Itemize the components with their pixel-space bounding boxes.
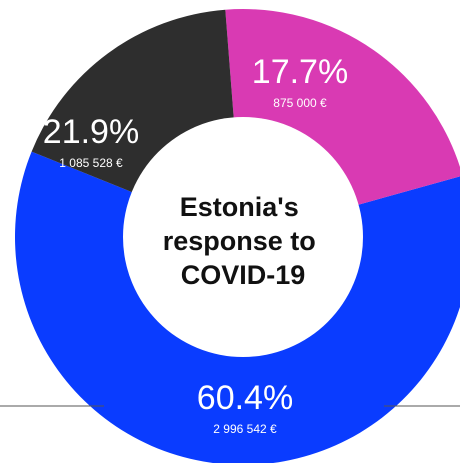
slice-labels: 60.4% 2 996 542 € 21.9% 1 085 528 € 17.7… [43,53,348,436]
slice-2-value-label: 1 085 528 € [59,156,123,170]
title-line-1: Estonia's [180,192,299,222]
center-title: Estonia's response to COVID-19 [163,192,324,290]
title-line-3: COVID-19 [181,260,306,290]
slice-2-percent-label: 21.9% [43,113,139,151]
slice-1-percent-label: 60.4% [197,379,293,417]
donut-hole [123,117,363,357]
title-line-2: response to [163,226,316,256]
slice-1-value-label: 2 996 542 € [213,422,277,436]
slice-3-value-label: 875 000 € [273,96,327,110]
slice-3-percent-label: 17.7% [252,53,348,91]
